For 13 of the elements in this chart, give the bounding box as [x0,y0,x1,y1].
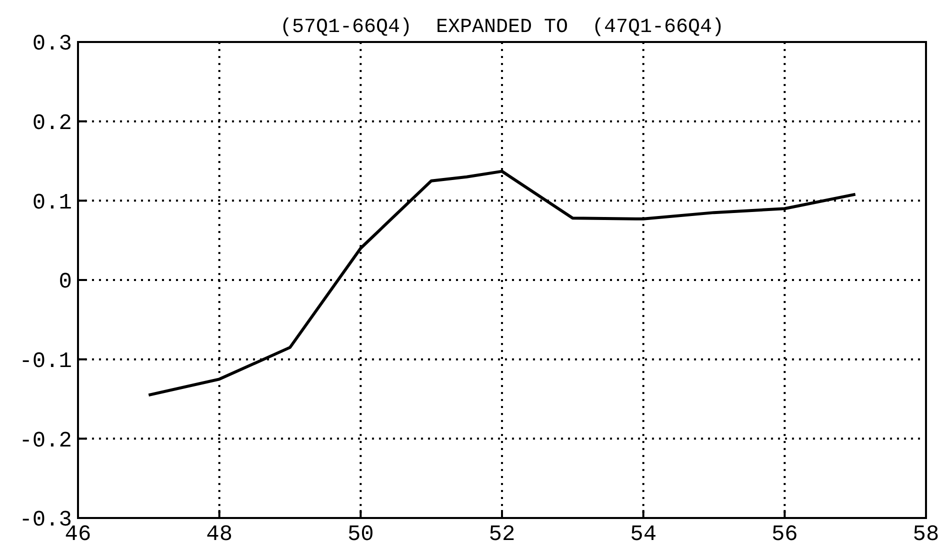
chart-title: (57Q1-66Q4) EXPANDED TO (47Q1-66Q4) [280,16,724,39]
y-tick-label: 0.3 [32,32,72,57]
x-tick-label: 50 [347,522,374,547]
x-tick-label: 54 [630,522,657,547]
x-tick-label: 48 [206,522,233,547]
y-tick-label: 0.1 [32,190,72,216]
x-tick-label: 52 [488,522,516,547]
y-tick-label: 0 [58,270,72,295]
x-tick-label: 58 [912,522,939,547]
y-tick-label: -0.2 [19,428,72,454]
x-tick-label: 56 [771,522,798,547]
y-tick-label: -0.1 [19,349,72,374]
y-tick-label: 0.2 [32,111,72,136]
